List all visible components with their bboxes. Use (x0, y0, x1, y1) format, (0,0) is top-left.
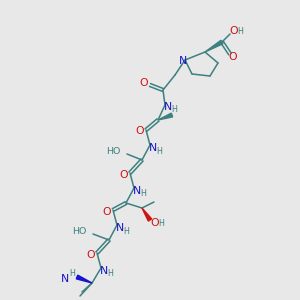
Text: O: O (120, 170, 128, 180)
Text: N: N (149, 143, 157, 153)
Text: N: N (116, 223, 124, 233)
Text: H: H (158, 220, 164, 229)
Text: H: H (171, 106, 177, 115)
Text: N: N (179, 56, 187, 66)
Text: N: N (164, 102, 172, 112)
Polygon shape (76, 275, 92, 283)
Text: N: N (61, 274, 69, 284)
Text: N: N (100, 266, 108, 276)
Text: O: O (140, 78, 148, 88)
Polygon shape (205, 40, 223, 52)
Text: H: H (69, 269, 75, 278)
Text: O: O (136, 126, 144, 136)
Text: H: H (156, 146, 162, 155)
Text: H: H (123, 226, 129, 236)
Text: O: O (87, 250, 95, 260)
Text: H: H (107, 269, 113, 278)
Text: O: O (151, 218, 159, 228)
Text: HO: HO (72, 227, 86, 236)
Text: O: O (229, 52, 237, 62)
Text: O: O (230, 26, 238, 36)
Text: N: N (133, 186, 141, 196)
Text: H: H (140, 190, 146, 199)
Polygon shape (158, 113, 173, 120)
Text: HO: HO (106, 148, 120, 157)
Polygon shape (142, 208, 152, 221)
Text: H: H (237, 28, 243, 37)
Text: O: O (103, 207, 111, 217)
